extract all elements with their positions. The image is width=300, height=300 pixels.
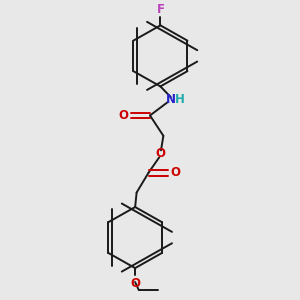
Text: O: O xyxy=(130,277,140,290)
Text: O: O xyxy=(155,147,165,160)
Text: N: N xyxy=(166,93,176,106)
Text: O: O xyxy=(170,166,180,179)
Text: O: O xyxy=(118,109,128,122)
Text: H: H xyxy=(175,93,185,106)
Text: F: F xyxy=(156,3,164,16)
